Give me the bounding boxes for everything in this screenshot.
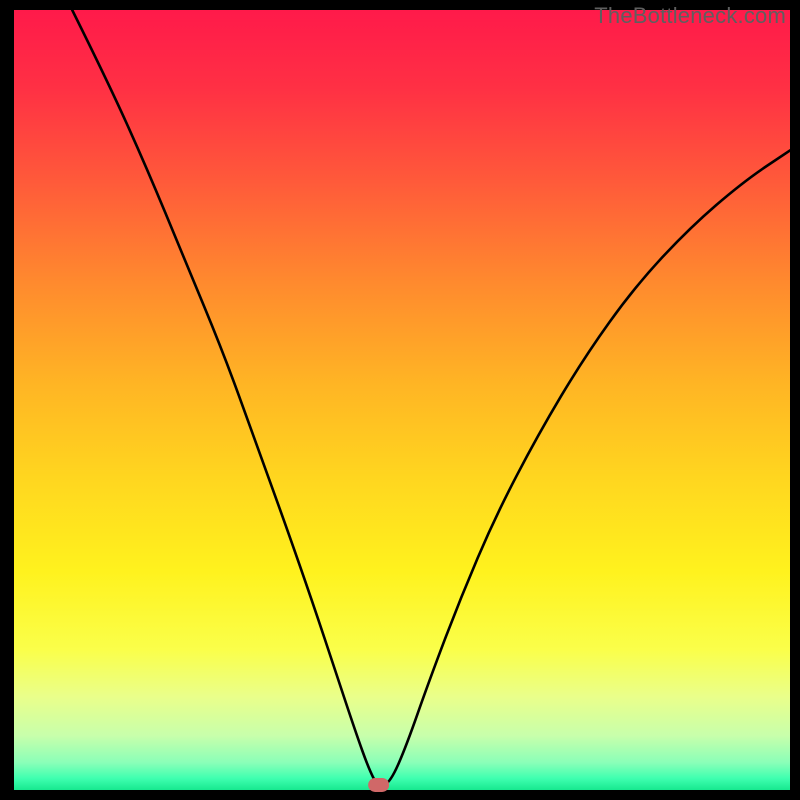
chart-frame: TheBottleneck.com bbox=[0, 0, 800, 800]
watermark-text: TheBottleneck.com bbox=[594, 3, 786, 29]
plot-area bbox=[14, 10, 790, 790]
curve-layer bbox=[14, 10, 790, 790]
optimum-marker bbox=[368, 778, 390, 792]
bottleneck-curve bbox=[72, 10, 790, 786]
